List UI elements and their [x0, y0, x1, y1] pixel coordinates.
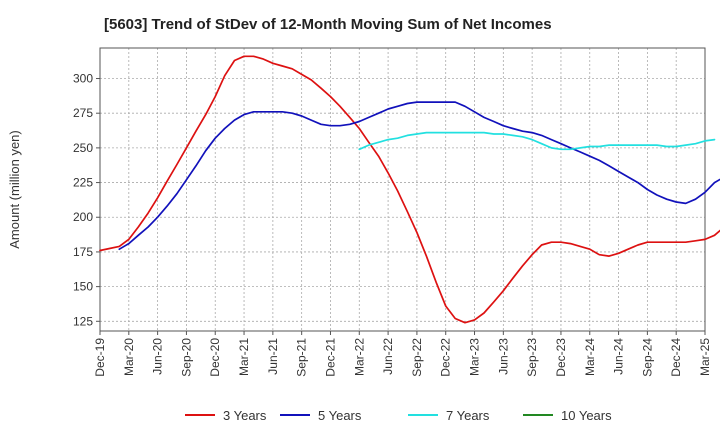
x-tick-label: Mar-22 [352, 338, 366, 376]
x-tick-label: Mar-20 [122, 338, 136, 376]
x-tick-label: Sep-21 [295, 338, 309, 377]
y-tick-label: 300 [73, 72, 93, 86]
x-tick-label: Dec-23 [554, 338, 568, 377]
y-tick-label: 275 [73, 106, 93, 120]
x-tick-label: Mar-25 [698, 338, 712, 376]
grid [100, 48, 705, 331]
x-tick-label: Sep-20 [179, 338, 193, 377]
y-tick-label: 225 [73, 176, 93, 190]
series-line-3-years [99, 55, 720, 324]
legend-label: 3 Years [223, 408, 267, 423]
chart-title: [5603] Trend of StDev of 12-Month Moving… [104, 16, 552, 33]
x-tick-label: Dec-22 [439, 338, 453, 377]
y-tick-label: 250 [73, 141, 93, 155]
x-tick-label: Sep-22 [410, 338, 424, 377]
x-tick-label: Dec-20 [208, 338, 222, 377]
x-tick-label: Dec-19 [93, 338, 107, 377]
plot-frame [99, 47, 706, 332]
legend: 3 Years 5 Years 7 Years 10 Years [185, 408, 612, 423]
x-tick-label: Jun-22 [381, 338, 395, 375]
x-tick-label: Jun-24 [612, 338, 626, 375]
y-tick-label: 125 [73, 314, 93, 328]
y-axis-label: Amount (million yen) [7, 130, 22, 249]
y-tick-label: 200 [73, 210, 93, 224]
x-tick-label: Mar-23 [468, 338, 482, 376]
x-tick-label: Dec-24 [669, 338, 683, 377]
series-line-7-years [358, 131, 716, 151]
x-tick-label: Jun-21 [266, 338, 280, 375]
legend-label: 5 Years [318, 408, 362, 423]
x-tick-label: Jun-23 [496, 338, 510, 375]
y-tick-label: 150 [73, 280, 93, 294]
x-tick-label: Sep-23 [525, 338, 539, 377]
x-tick-label: Mar-21 [237, 338, 251, 376]
x-tick-label: Mar-24 [583, 338, 597, 376]
series-lines [99, 55, 720, 324]
x-tick-label: Jun-20 [151, 338, 165, 375]
series-line-5-years [118, 101, 720, 251]
y-tick-label: 175 [73, 245, 93, 259]
legend-label: 7 Years [446, 408, 490, 423]
axes: 125 150 175 200 225 250 275 300 Dec-19 Mar-20 Jun-… [7, 47, 712, 377]
x-tick-label: Sep-24 [640, 338, 654, 377]
legend-label: 10 Years [561, 408, 612, 423]
x-tick-label: Dec-21 [323, 338, 337, 377]
